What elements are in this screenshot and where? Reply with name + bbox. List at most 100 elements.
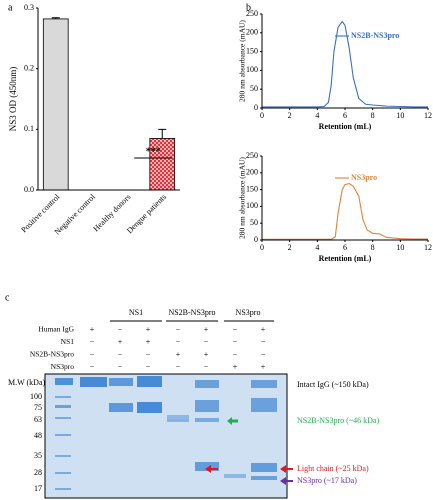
band-annotation: Intact IgG (~150 kDa): [297, 380, 369, 389]
x-tick-label: 10: [396, 243, 404, 252]
sign: −: [204, 362, 209, 371]
sign: −: [90, 362, 95, 371]
sign: +: [90, 325, 95, 334]
error-bar: [51, 17, 60, 19]
sign: +: [261, 362, 266, 371]
x-tick-label: 0: [260, 111, 264, 120]
band-annotation: Light chain (~25 kDa): [297, 464, 369, 473]
mw-label: M.W (kDa): [8, 378, 46, 387]
group-label: NS1: [129, 308, 143, 317]
x-tick-label: 0: [260, 243, 264, 252]
arrow: [205, 465, 218, 473]
row-label: NS2B-NS3pro: [30, 350, 74, 359]
y-axis-label: NS3 OD (450nm): [8, 67, 18, 132]
marker-label: 35: [34, 451, 42, 460]
sign: +: [118, 337, 123, 346]
sign: −: [118, 325, 123, 334]
y-tick-label: 100: [246, 201, 258, 210]
x-tick-label: 8: [371, 243, 375, 252]
legend-label: NS2B-NS3pro: [351, 31, 399, 40]
y-tick-label: 250: [246, 151, 258, 160]
marker-label: 100: [30, 392, 42, 401]
sign: −: [233, 325, 238, 334]
x-tick-label: 4: [315, 243, 319, 252]
sign: +: [146, 325, 151, 334]
y-tick-label: 0.1: [24, 124, 34, 133]
sign: +: [176, 350, 181, 359]
y-tick-label: 100: [246, 65, 258, 74]
sign: −: [146, 362, 151, 371]
sign: −: [261, 337, 266, 346]
y-tick-label: 250: [246, 9, 258, 18]
x-tick-label: 10: [396, 111, 404, 120]
band-annotation: NS3pro (~17 kDa): [297, 476, 357, 485]
sign: −: [204, 337, 209, 346]
x-tick-label: 12: [424, 243, 432, 252]
sign: −: [176, 337, 181, 346]
panel-label: c: [5, 292, 10, 303]
x-axis-label: Retention (mL): [319, 254, 372, 263]
sign: +: [261, 325, 266, 334]
y-tick-label: 200: [246, 28, 258, 37]
y-tick-label: 150: [246, 46, 258, 55]
sign: +: [204, 350, 209, 359]
x-tick-label: 6: [343, 243, 347, 252]
arrow: [227, 417, 232, 425]
x-tick-label: 6: [343, 111, 347, 120]
sign: −: [233, 337, 238, 346]
sign: −: [233, 350, 238, 359]
sign: −: [118, 362, 123, 371]
marker-label: 17: [34, 484, 42, 493]
axes: [261, 156, 428, 241]
line: [262, 20, 428, 108]
panel-label: a: [8, 2, 13, 13]
line: [262, 182, 428, 240]
y-tick-label: 50: [250, 218, 258, 227]
sign: −: [261, 350, 266, 359]
y-axis-label: 280 nm absorbance (mAU): [238, 20, 247, 102]
sign: +: [204, 325, 209, 334]
sign: −: [118, 350, 123, 359]
y-tick-label: 0: [254, 103, 258, 112]
error-bar: [158, 128, 167, 139]
bar: [42, 18, 69, 191]
marker-label: 63: [34, 415, 42, 424]
arrow: [280, 477, 293, 485]
x-tick-label: 2: [288, 111, 292, 120]
sign: +: [233, 362, 238, 371]
sign: −: [176, 325, 181, 334]
gel-bands: [55, 376, 277, 490]
x-tick-label: 12: [424, 111, 432, 120]
x-axis-label: Retention (mL): [319, 122, 372, 131]
sign: −: [90, 337, 95, 346]
marker-label: 28: [34, 468, 42, 477]
y-tick-label: 0: [254, 235, 258, 244]
arrow: [280, 465, 293, 473]
sign: −: [90, 350, 95, 359]
x-tick-label: 2: [288, 243, 292, 252]
panel-label: b: [246, 2, 251, 13]
annotation: ***: [146, 146, 161, 157]
y-axis-label: 280 nm absorbance (mAU): [238, 157, 247, 239]
y-tick-label: 200: [246, 168, 258, 177]
sign: −: [176, 362, 181, 371]
x-tick-label: 4: [315, 111, 319, 120]
band-annotation: NS2B-NS3pro (~46 kDa): [297, 416, 379, 425]
y-tick-label: 0.3: [24, 3, 34, 12]
row-label: NS1: [61, 337, 75, 346]
y-tick-label: 0.2: [24, 63, 34, 72]
y-tick-label: 150: [246, 184, 258, 193]
x-tick-label: 8: [371, 111, 375, 120]
marker-label: 75: [34, 403, 42, 412]
y-tick-label: 0.0: [24, 185, 34, 194]
marker-label: 48: [34, 431, 42, 440]
legend-label: NS3pro: [351, 173, 377, 182]
sign: +: [146, 337, 151, 346]
y-tick-label: 50: [250, 84, 258, 93]
sign: −: [146, 350, 151, 359]
row-label: Human IgG: [38, 325, 74, 334]
gel: [44, 373, 288, 499]
row-label: NS3pro: [51, 362, 75, 371]
group-label: NS2B-NS3pro: [168, 308, 215, 317]
